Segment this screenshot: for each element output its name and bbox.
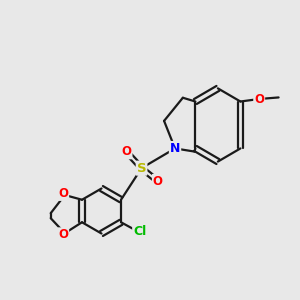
Text: N: N <box>170 142 180 155</box>
Text: Cl: Cl <box>133 225 146 238</box>
Text: O: O <box>153 175 163 188</box>
Text: O: O <box>254 92 264 106</box>
Text: O: O <box>122 146 131 158</box>
Text: O: O <box>58 228 68 241</box>
Text: O: O <box>58 187 68 200</box>
Text: S: S <box>137 162 146 175</box>
